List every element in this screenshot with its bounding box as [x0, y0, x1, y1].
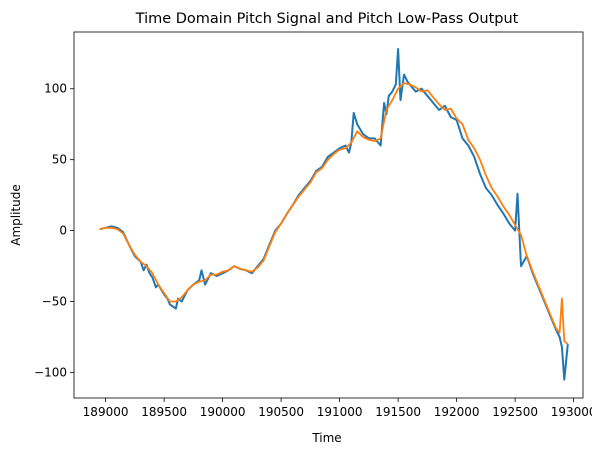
y-tick-label: 50 — [52, 153, 67, 167]
plot-frame — [73, 31, 584, 399]
x-tick-label: 190000 — [200, 405, 246, 419]
x-tick-label: 189500 — [141, 405, 187, 419]
x-axis-label: Time — [311, 431, 341, 445]
y-axis-label: Amplitude — [9, 184, 23, 246]
series-line-2 — [99, 82, 569, 345]
y-tick-label: 0 — [59, 224, 67, 238]
x-tick-label: 193000 — [551, 405, 592, 419]
series-layer — [99, 48, 569, 381]
x-axis-ticks: 189000 189500 190000 190500 191000 191500 1920… — [83, 398, 592, 419]
x-tick-label: 190500 — [258, 405, 304, 419]
y-axis-ticks: −100 −50 0 50 100 — [34, 82, 74, 379]
y-tick-label: −50 — [42, 295, 67, 309]
x-tick-label: 191000 — [317, 405, 363, 419]
chart-title: Time Domain Pitch Signal and Pitch Low-P… — [135, 11, 519, 27]
y-tick-label: 100 — [44, 82, 67, 96]
y-tick-label: −100 — [34, 365, 67, 379]
x-tick-label: 191500 — [375, 405, 421, 419]
x-tick-label: 189000 — [83, 405, 129, 419]
x-tick-label: 192500 — [492, 405, 538, 419]
plot-area — [74, 32, 583, 398]
x-tick-label: 192000 — [434, 405, 480, 419]
series-line-1 — [99, 48, 569, 381]
